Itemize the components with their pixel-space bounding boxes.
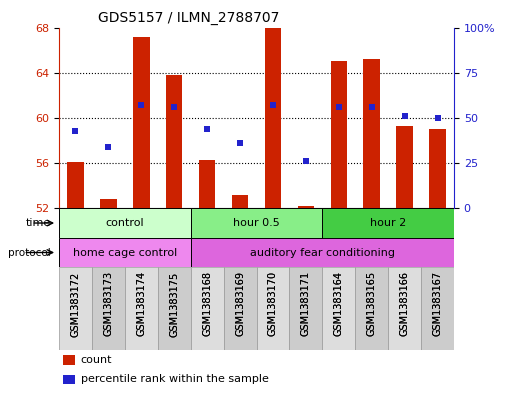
Text: GSM1383174: GSM1383174 bbox=[136, 271, 146, 336]
Text: GSM1383172: GSM1383172 bbox=[70, 271, 81, 337]
Bar bbox=[191, 267, 224, 350]
Bar bbox=[322, 267, 355, 350]
Bar bbox=[59, 238, 191, 267]
Bar bbox=[322, 208, 454, 238]
Bar bbox=[133, 37, 149, 208]
Text: hour 2: hour 2 bbox=[370, 218, 406, 228]
Bar bbox=[256, 267, 289, 350]
Bar bbox=[421, 267, 454, 350]
Bar bbox=[289, 267, 322, 350]
Bar bbox=[355, 267, 388, 350]
Text: hour 0.5: hour 0.5 bbox=[233, 218, 280, 228]
Bar bbox=[330, 61, 347, 208]
Text: GSM1383171: GSM1383171 bbox=[301, 271, 311, 336]
Text: GSM1383164: GSM1383164 bbox=[334, 271, 344, 336]
Bar bbox=[92, 267, 125, 350]
Text: GSM1383166: GSM1383166 bbox=[400, 271, 409, 336]
Bar bbox=[232, 195, 248, 208]
Text: GSM1383173: GSM1383173 bbox=[104, 271, 113, 336]
Bar bbox=[298, 206, 314, 208]
Bar bbox=[59, 208, 191, 238]
Text: GSM1383175: GSM1383175 bbox=[169, 271, 179, 337]
Bar bbox=[125, 267, 158, 350]
Bar bbox=[166, 75, 183, 208]
Bar bbox=[224, 267, 256, 350]
Text: GSM1383168: GSM1383168 bbox=[202, 271, 212, 336]
Text: count: count bbox=[81, 354, 112, 365]
Bar bbox=[429, 129, 446, 208]
Bar bbox=[63, 355, 75, 365]
Bar bbox=[100, 199, 116, 208]
Text: GSM1383167: GSM1383167 bbox=[432, 271, 443, 336]
Text: GSM1383173: GSM1383173 bbox=[104, 271, 113, 336]
Bar bbox=[67, 162, 84, 208]
Text: control: control bbox=[106, 218, 144, 228]
Bar bbox=[265, 28, 281, 208]
Text: GSM1383167: GSM1383167 bbox=[432, 271, 443, 336]
Text: GSM1383170: GSM1383170 bbox=[268, 271, 278, 336]
Text: GSM1383174: GSM1383174 bbox=[136, 271, 146, 336]
Text: GSM1383165: GSM1383165 bbox=[367, 271, 377, 336]
Text: GDS5157 / ILMN_2788707: GDS5157 / ILMN_2788707 bbox=[98, 11, 280, 25]
Text: GSM1383168: GSM1383168 bbox=[202, 271, 212, 336]
Text: GSM1383175: GSM1383175 bbox=[169, 271, 179, 337]
Text: GSM1383169: GSM1383169 bbox=[235, 271, 245, 336]
Text: GSM1383172: GSM1383172 bbox=[70, 271, 81, 337]
Text: GSM1383171: GSM1383171 bbox=[301, 271, 311, 336]
Text: protocol: protocol bbox=[8, 248, 51, 257]
Bar bbox=[397, 126, 413, 208]
Bar bbox=[191, 208, 322, 238]
Text: GSM1383170: GSM1383170 bbox=[268, 271, 278, 336]
Bar bbox=[388, 267, 421, 350]
Bar bbox=[364, 59, 380, 208]
Bar bbox=[199, 160, 215, 208]
Text: percentile rank within the sample: percentile rank within the sample bbox=[81, 374, 269, 384]
Text: GSM1383166: GSM1383166 bbox=[400, 271, 409, 336]
Bar bbox=[191, 238, 454, 267]
Bar bbox=[158, 267, 191, 350]
Text: time: time bbox=[26, 218, 51, 228]
Bar bbox=[63, 375, 75, 384]
Text: auditory fear conditioning: auditory fear conditioning bbox=[250, 248, 395, 257]
Text: GSM1383169: GSM1383169 bbox=[235, 271, 245, 336]
Text: home cage control: home cage control bbox=[73, 248, 177, 257]
Text: GSM1383164: GSM1383164 bbox=[334, 271, 344, 336]
Text: GSM1383165: GSM1383165 bbox=[367, 271, 377, 336]
Bar bbox=[59, 267, 92, 350]
